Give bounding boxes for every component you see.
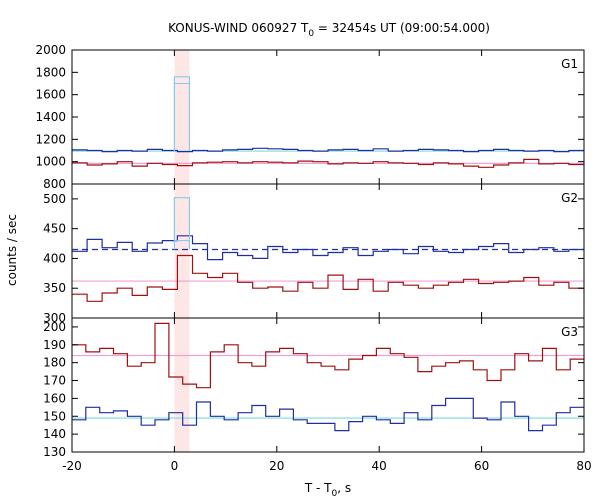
spike-bin (173, 197, 191, 250)
panel-g3: 130 140 150 160 170 180 190 200 G3 (43, 317, 585, 459)
y-tick-label: 1800 (35, 65, 66, 79)
y-tick-label: 350 (43, 281, 66, 295)
y-tick-label: 150 (43, 409, 66, 423)
panel-label: G1 (561, 57, 578, 71)
chart-title: KONUS-WIND 060927 T0 = 32454s UT (09:00:… (168, 21, 490, 39)
x-tick-label: 80 (576, 459, 591, 473)
y-tick-label: 500 (43, 192, 66, 206)
y-tick-label: 140 (43, 427, 66, 441)
y-tick-label: 450 (43, 222, 66, 236)
x-tick-label: 20 (269, 459, 284, 473)
x-tick-label: 60 (474, 459, 489, 473)
spike-bin (173, 76, 191, 152)
panel-frame (71, 317, 585, 453)
y-tick-label: 1400 (35, 110, 66, 124)
y-tick-label: 1000 (35, 155, 66, 169)
y-tick-label: 160 (43, 391, 66, 405)
y-tick-label: 800 (43, 177, 66, 191)
y-tick-label: 190 (43, 338, 66, 352)
series-blue-g3 (72, 397, 584, 432)
panel-frame (71, 183, 585, 319)
panel-g2: 300 350 400 450 500 G2 (43, 183, 585, 325)
y-tick-label: 200 (43, 320, 66, 334)
panel-label: G3 (561, 325, 578, 339)
y-tick-label: 180 (43, 356, 66, 370)
x-tick-label: -20 (62, 459, 82, 473)
series-blue-g2 (72, 235, 584, 261)
y-tick-label: 400 (43, 251, 66, 265)
y-tick-label: 130 (43, 445, 66, 459)
trigger-highlight-band (174, 50, 190, 452)
series-red-g2 (72, 254, 584, 302)
y-tick-label: 300 (43, 311, 66, 325)
y-tick-label: 170 (43, 374, 66, 388)
panel-g1: 800 1000 1200 1400 1600 1800 2000 G1 (35, 43, 585, 191)
series-blue-g1 (72, 147, 584, 153)
y-axis-label: counts / sec (5, 214, 19, 286)
x-tick-label: 40 (372, 459, 387, 473)
x-axis-label: T - T0, s (304, 481, 351, 499)
series-red-g3 (72, 322, 584, 389)
x-tick-label: 0 (171, 459, 179, 473)
y-tick-label: 1600 (35, 88, 66, 102)
panel-label: G2 (561, 191, 578, 205)
plot-area: 800100012001400160018002000G130035040045… (35, 43, 591, 473)
y-tick-label: 2000 (35, 43, 66, 57)
series-red-g1 (72, 158, 584, 168)
y-tick-label: 1200 (35, 132, 66, 146)
